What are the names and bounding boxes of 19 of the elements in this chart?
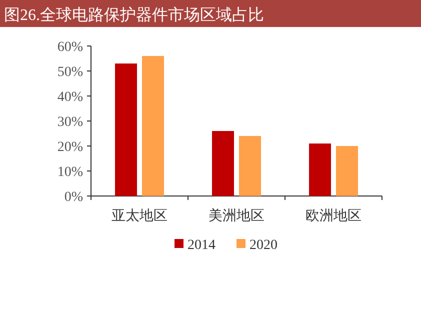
chart-title: 图26.全球电路保护器件市场区域占比 xyxy=(4,6,264,24)
bar xyxy=(115,64,137,196)
y-tick-label: 30% xyxy=(57,115,84,130)
y-tick-label: 40% xyxy=(57,90,84,105)
legend-label: 2020 xyxy=(250,238,278,253)
y-tick-label: 20% xyxy=(57,140,84,155)
bar xyxy=(212,131,234,196)
x-tick-label: 亚太地区 xyxy=(112,208,168,224)
x-tick-label: 欧洲地区 xyxy=(306,208,362,224)
y-tick-label: 10% xyxy=(57,165,84,180)
bar xyxy=(239,136,261,196)
bar xyxy=(336,146,358,196)
y-tick-label: 50% xyxy=(57,65,84,80)
y-tick-label: 60% xyxy=(57,40,84,55)
x-tick-label: 美洲地区 xyxy=(208,208,264,224)
legend-label: 2014 xyxy=(188,238,216,253)
bar xyxy=(142,56,164,196)
bar xyxy=(309,144,331,196)
y-tick-label: 0% xyxy=(64,190,84,205)
